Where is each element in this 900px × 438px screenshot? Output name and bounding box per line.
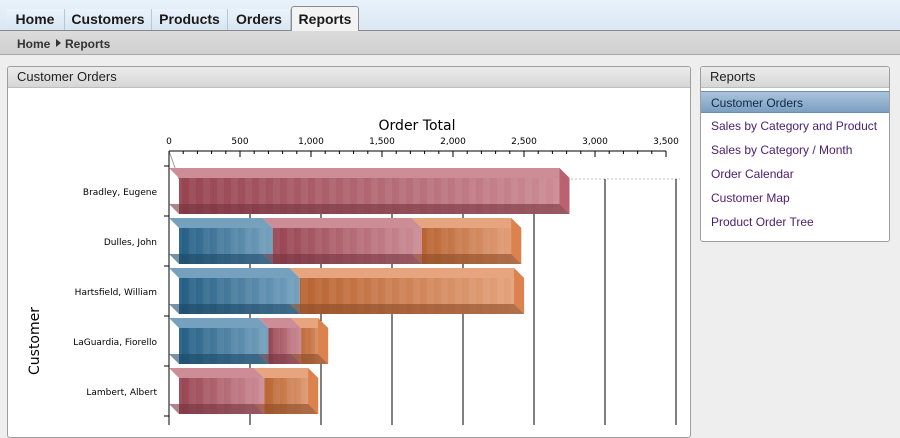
bar-segment <box>289 268 525 314</box>
chart-title: Order Total <box>379 118 456 134</box>
bar-segment <box>169 268 300 314</box>
bar-top-face <box>169 168 570 178</box>
bar-bottom-edge <box>169 354 269 364</box>
bar-bottom-edge <box>289 304 525 314</box>
x-tick-label: 2,000 <box>440 137 466 147</box>
report-link-sales-by-category-month[interactable]: Sales by Category / Month <box>711 143 853 157</box>
category-label: Bradley, Eugene <box>83 188 158 198</box>
bar-end-face <box>514 268 525 314</box>
bar-top-face <box>169 318 269 328</box>
bar-end-face <box>318 318 329 364</box>
x-tick-label: 2,500 <box>511 137 537 147</box>
tab-reports[interactable]: Reports <box>291 6 359 32</box>
customer-orders-chart: Order Total Customer 0 500 1,000 1,500 2,000… <box>27 118 680 425</box>
bar-top-face <box>289 268 525 278</box>
bar-segment <box>169 218 273 264</box>
bar-segment <box>169 368 265 414</box>
bar-bottom-edge <box>262 254 422 264</box>
x-tick-label: 500 <box>231 137 248 147</box>
bar-top-face <box>411 218 522 228</box>
bar-segment <box>291 318 329 364</box>
x-tick-label: 3,000 <box>582 137 608 147</box>
x-tick-label: 1,000 <box>298 137 324 147</box>
reports-panel-title: Reports <box>701 67 889 88</box>
bar-segment <box>169 168 570 214</box>
bar-bottom-edge <box>169 304 300 314</box>
bar-top-face <box>169 368 265 378</box>
bar-segment <box>254 368 319 414</box>
tab-customers[interactable]: Customers <box>65 9 152 30</box>
bar-segment <box>262 218 422 264</box>
y-axis-label: Customer <box>27 307 43 375</box>
bar-bottom-edge <box>254 404 319 414</box>
tab-bar-divider <box>0 30 900 31</box>
report-link-customer-orders[interactable]: Customer Orders <box>701 91 889 113</box>
bar-end-face <box>559 168 570 214</box>
bar-top-face <box>169 218 273 228</box>
category-label: Hartsfield, William <box>75 288 157 298</box>
bar-segment <box>411 218 522 264</box>
x-tick-label: 0 <box>166 137 172 147</box>
tab-home[interactable]: Home <box>6 9 65 30</box>
bar-segment <box>169 318 269 364</box>
tab-orders[interactable]: Orders <box>228 9 291 30</box>
bar-bottom-edge <box>291 354 329 364</box>
bar-top-face <box>262 218 422 228</box>
bar-top-face <box>169 268 300 278</box>
report-link-product-order-tree[interactable]: Product Order Tree <box>711 215 814 229</box>
bar-bottom-edge <box>169 404 265 414</box>
breadcrumb: Home Reports <box>0 31 900 55</box>
category-label: LaGuardia, Fiorello <box>73 338 157 348</box>
breadcrumb-arrow-icon <box>56 39 61 47</box>
breadcrumb-home[interactable]: Home <box>17 37 51 51</box>
bar-top-face <box>254 368 319 378</box>
bar-bottom-edge <box>169 254 273 264</box>
tab-products[interactable]: Products <box>152 9 228 30</box>
bar-top-face <box>258 318 302 328</box>
bar-bottom-edge <box>258 354 302 364</box>
bar-bottom-edge <box>169 204 570 214</box>
x-tick-label: 1,500 <box>369 137 395 147</box>
top-tab-bar: Home Customers Products Orders Reports <box>0 0 900 32</box>
reports-panel: Reports Customer Orders Sales by Categor… <box>700 66 890 242</box>
report-link-order-calendar[interactable]: Order Calendar <box>711 167 794 181</box>
category-labels: Bradley, Eugene Dulles, John Hartsfield, W… <box>73 188 157 398</box>
breadcrumb-current: Reports <box>65 37 111 51</box>
category-label: Dulles, John <box>104 238 157 248</box>
report-link-customer-map[interactable]: Customer Map <box>711 191 790 205</box>
bar-bottom-edge <box>411 254 522 264</box>
chart-bars <box>169 168 570 414</box>
category-label: Lambert, Albert <box>86 388 157 398</box>
report-link-sales-by-category-product[interactable]: Sales by Category and Product <box>711 119 878 133</box>
x-tick-label: 3,500 <box>653 137 679 147</box>
x-axis-ticks: 0 500 1,000 1,500 2,000 2,500 3,000 3,500 <box>166 137 679 157</box>
panel-title: Customer Orders <box>8 67 690 88</box>
bar-end-face <box>308 368 319 414</box>
bar-end-face <box>511 218 522 264</box>
